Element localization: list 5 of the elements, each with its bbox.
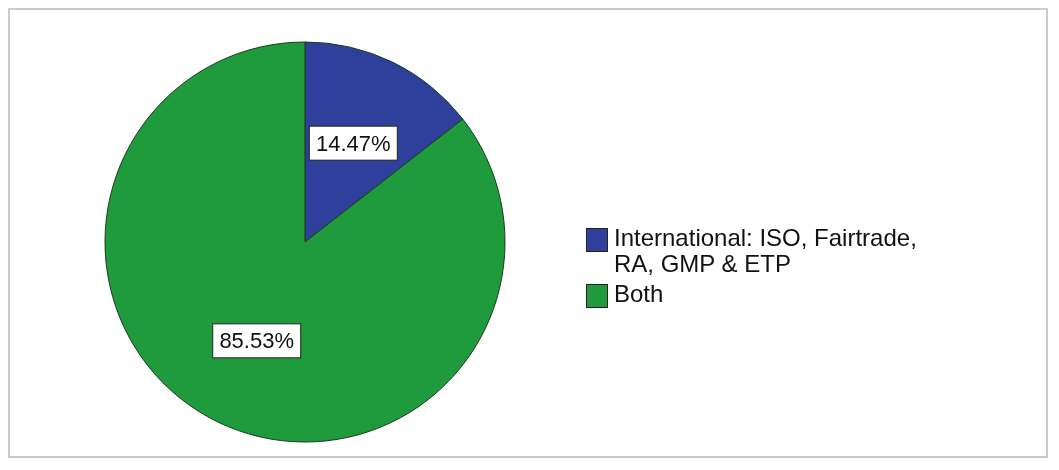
legend-label: Both: [614, 280, 664, 307]
data-label: 85.53%: [219, 328, 295, 354]
pie-slice: [104, 41, 506, 443]
legend-label: International: ISO, Fairtrade, RA, GMP & ETP: [614, 224, 918, 277]
data-label: 14.47%: [315, 130, 391, 156]
